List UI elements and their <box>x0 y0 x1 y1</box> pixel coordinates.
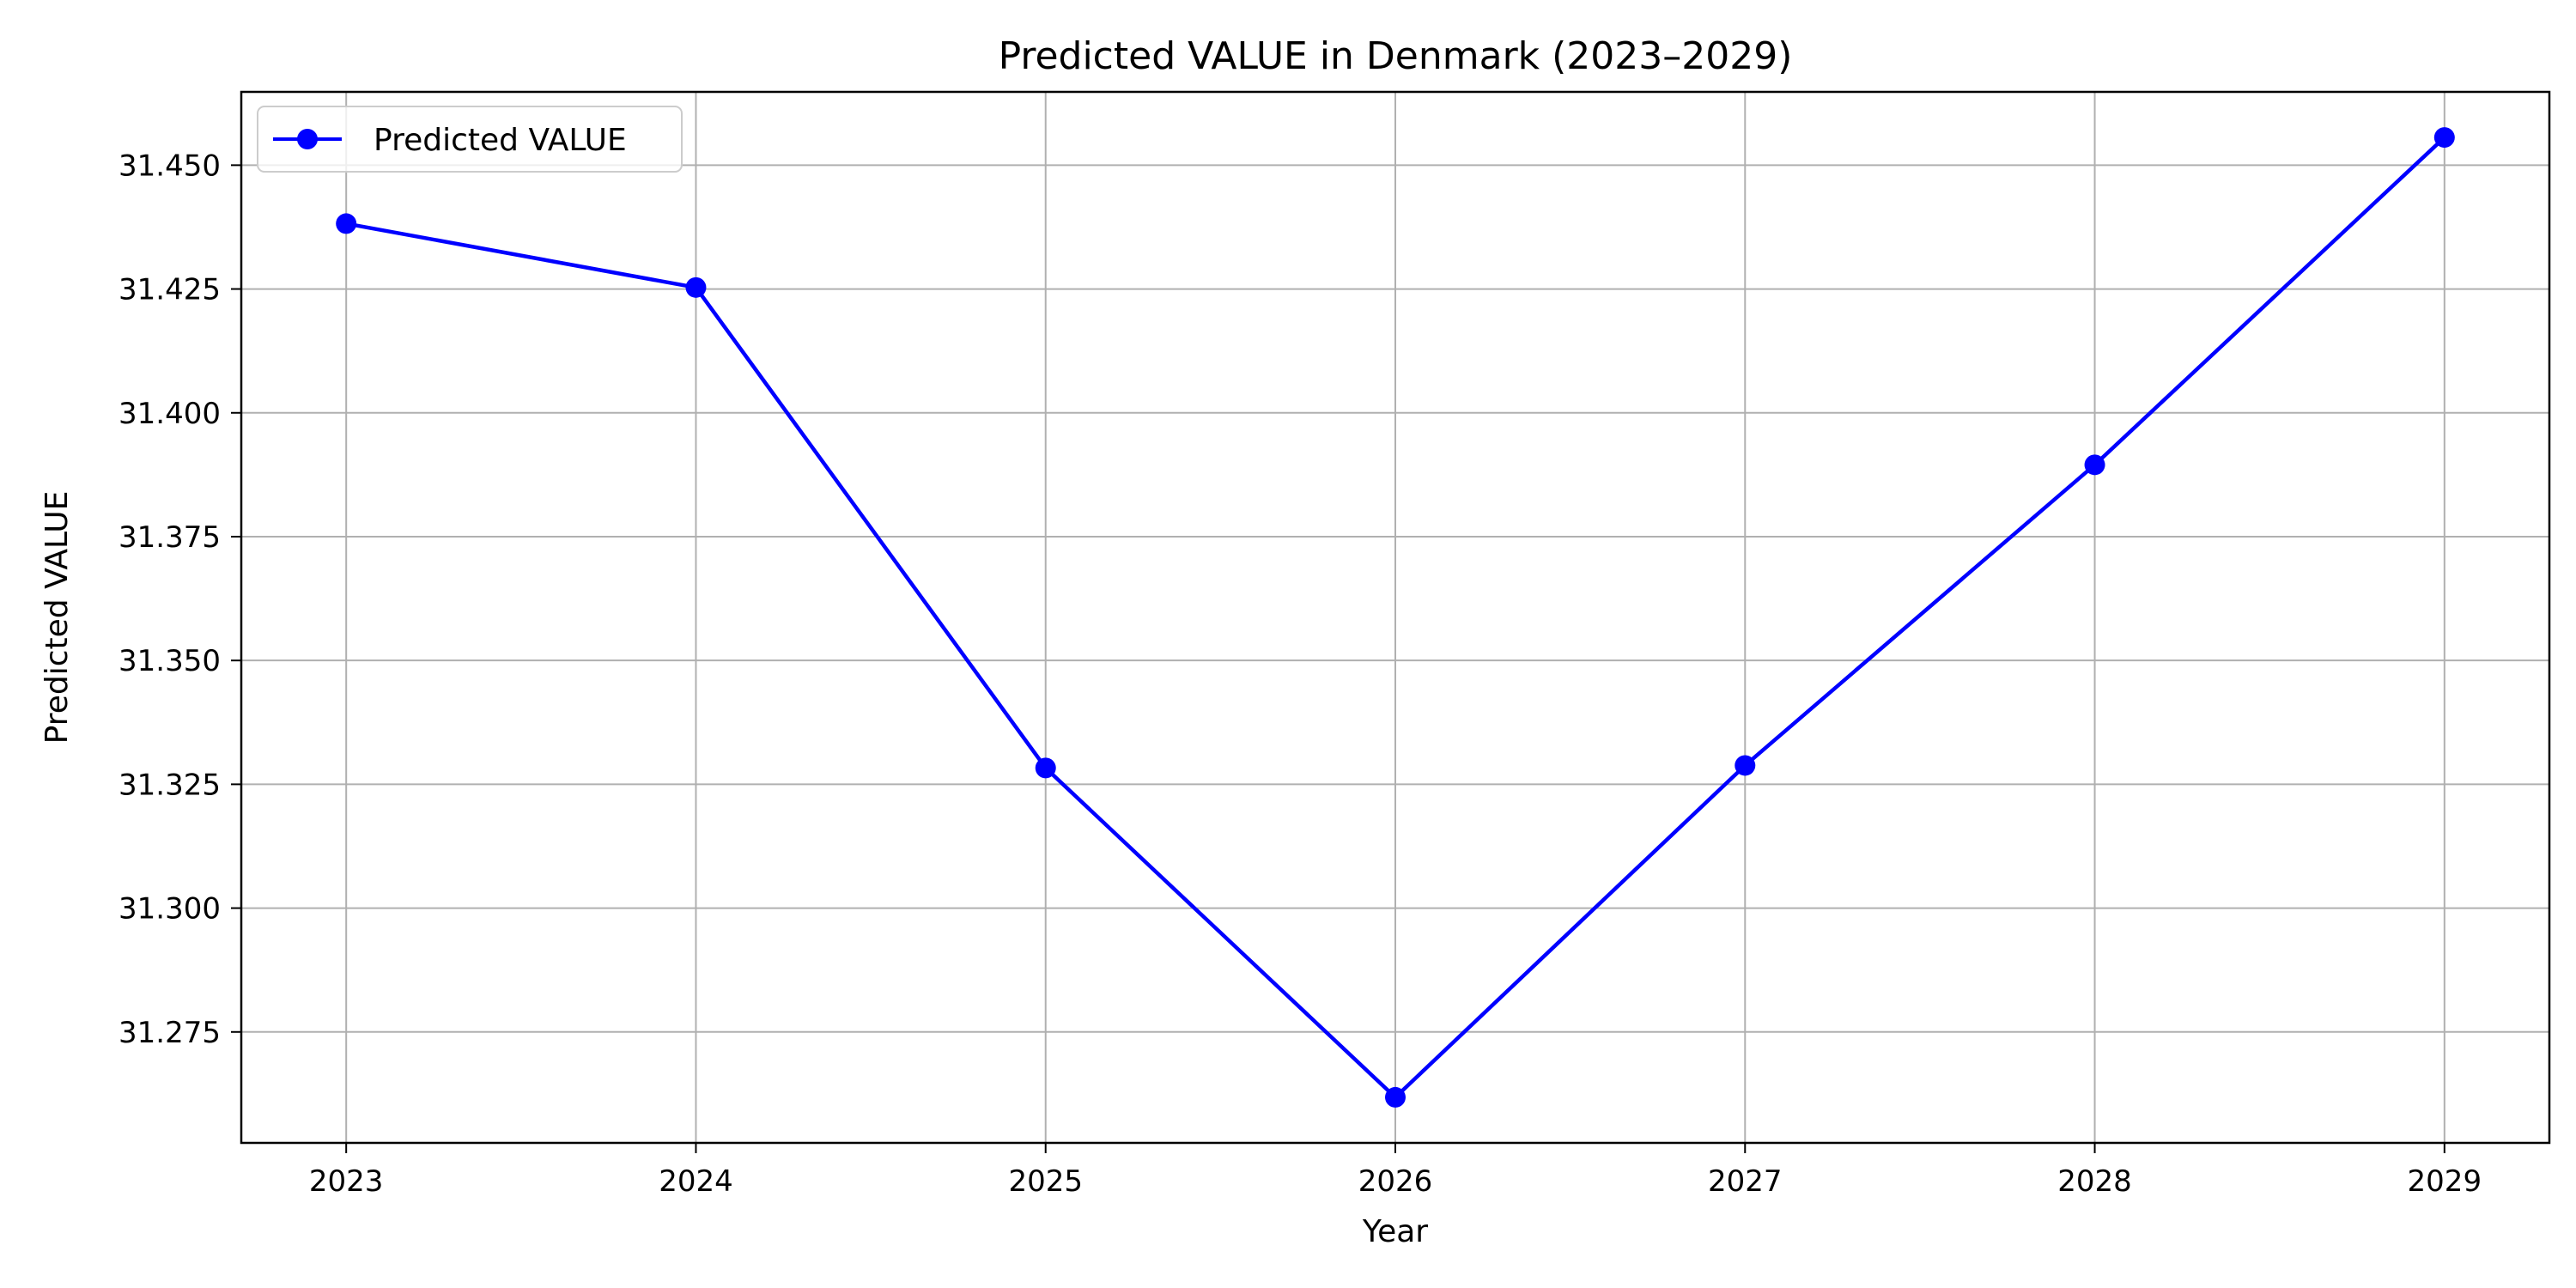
data-point <box>1035 757 1056 779</box>
legend-box <box>257 106 683 173</box>
x-tick-label: 2027 <box>1708 1164 1783 1199</box>
chart-title: Predicted VALUE in Denmark (2023–2029) <box>999 34 1793 78</box>
grid-lines <box>241 92 2549 1143</box>
legend-marker-swatch <box>297 129 318 149</box>
x-axis-ticks: 2023 2024 2025 2026 2027 2028 2029 <box>309 1143 2482 1199</box>
y-tick-label: 31.375 <box>118 520 221 555</box>
data-point <box>336 213 357 234</box>
legend-label: Predicted VALUE <box>374 123 627 158</box>
x-tick-label: 2026 <box>1358 1164 1433 1199</box>
x-axis-label: Year <box>1362 1214 1428 1249</box>
y-axis-ticks: 31.275 31.300 31.325 31.350 31.375 31.400 31.4… <box>118 149 241 1050</box>
legend: Predicted VALUE <box>257 106 683 173</box>
y-tick-label: 31.425 <box>118 273 221 307</box>
data-point <box>1735 755 1756 776</box>
data-point <box>685 276 707 298</box>
y-tick-label: 31.325 <box>118 768 221 802</box>
x-tick-label: 2024 <box>659 1164 733 1199</box>
x-tick-label: 2023 <box>309 1164 384 1199</box>
y-tick-label: 31.300 <box>118 892 221 927</box>
y-axis-label: Predicted VALUE <box>39 491 75 744</box>
y-tick-label: 31.275 <box>118 1016 221 1050</box>
x-tick-label: 2029 <box>2408 1164 2482 1199</box>
y-tick-label: 31.450 <box>118 149 221 183</box>
series-layer <box>336 127 2455 1108</box>
data-point <box>1385 1086 1406 1108</box>
data-point <box>2433 127 2455 149</box>
data-point <box>2084 454 2105 476</box>
x-tick-label: 2028 <box>2057 1164 2132 1199</box>
y-tick-label: 31.350 <box>118 644 221 678</box>
x-tick-label: 2025 <box>1008 1164 1083 1199</box>
y-tick-label: 31.400 <box>118 397 221 431</box>
